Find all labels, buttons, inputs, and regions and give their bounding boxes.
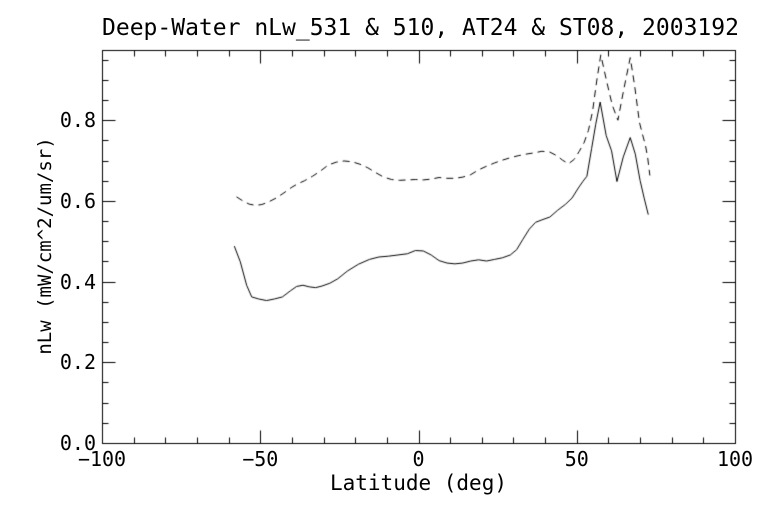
x-tick-label: 100 [716, 447, 754, 471]
x-tick-label: 50 [564, 447, 589, 471]
x-tick-label: −50 [242, 447, 279, 471]
y-axis-label: nLw (mW/cm^2/um/sr) [34, 137, 56, 355]
y-tick-label: 0.2 [59, 350, 96, 375]
x-tick-label: −100 [77, 447, 127, 471]
y-tick-label: 0.4 [59, 269, 96, 294]
y-tick-label: 0.0 [59, 431, 96, 455]
y-tick-label: 0.8 [59, 108, 96, 133]
x-axis-label: Latitude (deg) [329, 471, 507, 495]
y-tick-label: 0.6 [59, 188, 96, 213]
chart-title: Deep-Water nLw_531 & 510, AT24 & ST08, 2… [102, 15, 739, 41]
x-tick-label: 0 [412, 447, 425, 471]
